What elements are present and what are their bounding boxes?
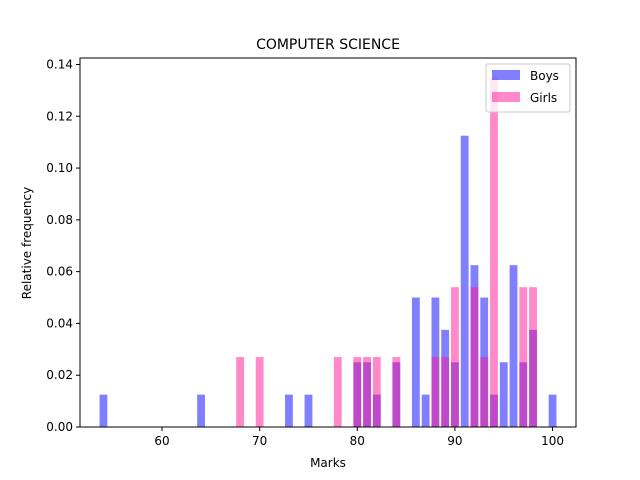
legend-label-boys: Boys: [530, 69, 559, 83]
bar-boys-95: [499, 362, 508, 427]
bar-girls-97: [519, 287, 528, 427]
bar-boys-64: [197, 394, 205, 427]
bar-boys-91: [460, 135, 469, 427]
bar-girls-81: [363, 357, 371, 427]
bar-girls-82: [372, 357, 381, 427]
bar-girls-94: [490, 77, 498, 428]
legend: Boys Girls: [485, 63, 571, 113]
y-ticks: 0.00 0.02 0.04 0.06 0.08 0.10 0.12 0.14: [46, 57, 80, 434]
y-tick-label: 0.12: [46, 109, 73, 123]
legend-swatch-girls: [492, 92, 520, 102]
bars-layer: [99, 77, 557, 428]
y-tick-label: 0.10: [46, 161, 73, 175]
x-tick-label: 70: [252, 434, 267, 448]
bar-boys-73: [285, 394, 293, 427]
bar-girls-88: [431, 357, 440, 427]
x-tick-label: 80: [350, 434, 365, 448]
chart-title: COMPUTER SCIENCE: [256, 37, 400, 53]
bar-girls-92: [470, 287, 479, 427]
x-tick-label: 90: [447, 434, 462, 448]
x-tick-label: 100: [541, 434, 564, 448]
y-tick-label: 0.08: [46, 213, 73, 227]
bar-girls-98: [529, 287, 537, 427]
y-tick-label: 0.00: [46, 420, 73, 434]
bar-girls-70: [255, 357, 264, 427]
bar-girls-80: [353, 357, 362, 427]
bar-boys-96: [509, 265, 518, 427]
bar-boys-54: [99, 394, 108, 427]
legend-swatch-boys: [492, 70, 520, 80]
bar-girls-90: [451, 287, 459, 427]
bar-girls-93: [480, 357, 489, 427]
y-axis-label: Relative frequency: [20, 187, 34, 299]
bar-girls-78: [333, 357, 342, 427]
bar-boys-86: [411, 297, 420, 427]
x-tick-label: 60: [154, 434, 169, 448]
y-tick-label: 0.06: [46, 265, 73, 279]
x-ticks: 60 70 80 90 100: [154, 427, 564, 448]
y-tick-label: 0.02: [46, 368, 73, 382]
legend-label-girls: Girls: [530, 91, 557, 105]
x-axis-label: Marks: [310, 456, 346, 470]
bar-girls-84: [392, 357, 401, 427]
plot-frame: [79, 57, 577, 428]
bar-girls-68: [236, 357, 245, 427]
bar-girls-89: [441, 357, 450, 427]
y-tick-label: 0.14: [46, 57, 73, 71]
y-tick-label: 0.04: [46, 316, 73, 330]
bar-boys-100: [548, 394, 557, 427]
bar-boys-87: [421, 394, 430, 427]
bar-boys-75: [304, 394, 313, 427]
